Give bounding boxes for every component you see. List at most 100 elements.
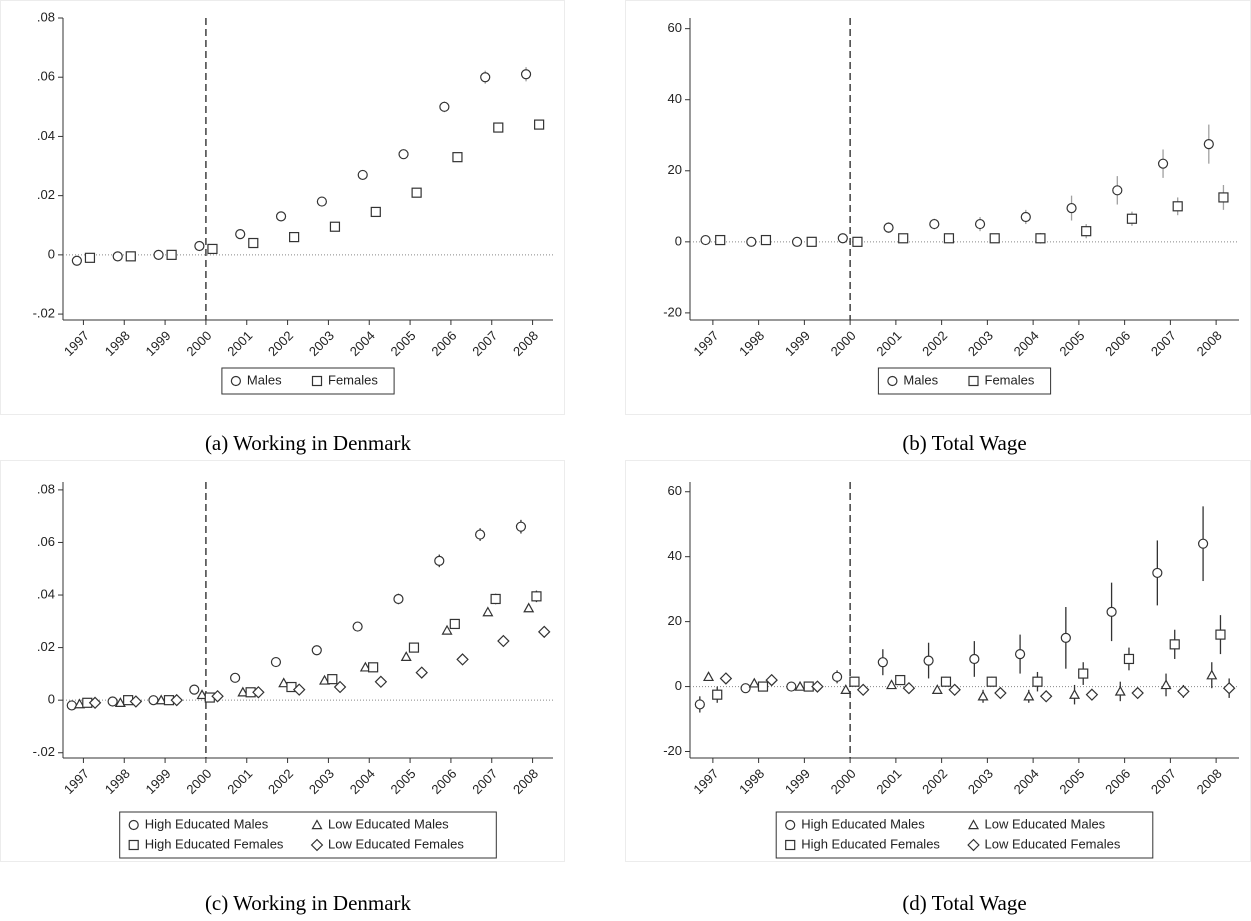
y-tick-label: 20: [668, 613, 682, 628]
marker: [319, 674, 331, 685]
marker: [482, 606, 494, 617]
y-tick-label: -.02: [33, 744, 55, 759]
x-tick-label: 1998: [736, 766, 767, 797]
marker: [969, 653, 980, 665]
legend-label: Low Educated Males: [328, 816, 449, 831]
marker: [1078, 668, 1089, 679]
marker: [1131, 686, 1144, 700]
marker: [112, 251, 123, 262]
marker: [1157, 158, 1169, 169]
marker: [986, 676, 997, 687]
legend-frame: [775, 811, 1154, 859]
marker: [248, 237, 259, 249]
marker: [194, 240, 205, 252]
marker: [211, 689, 224, 703]
panel-frame: [0, 0, 565, 415]
x-tick-label: 2001: [873, 766, 904, 797]
legend-label: Females: [328, 372, 378, 387]
marker: [1069, 688, 1081, 699]
marker: [786, 681, 797, 692]
marker: [252, 686, 265, 699]
marker: [359, 661, 371, 672]
marker: [794, 680, 806, 691]
x-tick-label: 1999: [143, 328, 174, 359]
marker: [1172, 201, 1183, 212]
x-tick-label: 2006: [428, 328, 459, 359]
y-tick-label: 0: [48, 246, 55, 261]
marker: [497, 634, 510, 648]
marker: [520, 69, 532, 80]
marker: [1081, 226, 1092, 237]
marker: [1020, 211, 1031, 223]
x-tick-label: 2007: [1148, 328, 1179, 359]
legend-label: Females: [985, 372, 1035, 387]
y-tick-label: 60: [668, 483, 682, 498]
marker: [327, 674, 338, 685]
marker: [757, 681, 769, 692]
x-tick-label: 2008: [510, 328, 541, 359]
marker: [1169, 639, 1180, 650]
marker: [837, 233, 848, 244]
marker: [1106, 606, 1117, 617]
marker: [107, 696, 118, 707]
marker: [719, 672, 733, 685]
legend-label: Males: [903, 372, 938, 387]
marker: [700, 234, 711, 246]
legend-label: Males: [247, 372, 282, 387]
marker: [974, 218, 986, 230]
marker: [989, 233, 1000, 244]
panel-frame: [625, 460, 1251, 862]
legend-label: High Educated Females: [801, 836, 940, 851]
marker: [398, 149, 409, 160]
x-tick-label: 2002: [919, 766, 950, 797]
marker: [1215, 629, 1226, 640]
marker: [275, 211, 287, 222]
x-tick-label: 1998: [102, 766, 133, 797]
x-tick-label: 1999: [782, 766, 813, 797]
marker: [480, 72, 491, 83]
marker: [400, 651, 412, 662]
marker: [515, 521, 527, 532]
legend-marker: [785, 839, 796, 851]
marker: [292, 683, 306, 696]
marker: [948, 683, 961, 697]
legend-marker: [967, 838, 980, 852]
marker: [1014, 648, 1026, 660]
x-tick-label: 2000: [183, 766, 214, 797]
legend-label: High Educated Males: [145, 816, 269, 831]
marker: [923, 655, 934, 666]
marker: [712, 689, 723, 700]
x-tick-label: 2001: [224, 328, 255, 359]
marker: [270, 656, 282, 668]
legend-marker: [128, 839, 139, 851]
x-tick-label: 2004: [347, 766, 378, 797]
legend-label: Low Educated Females: [328, 836, 464, 851]
marker: [449, 618, 460, 630]
x-tick-label: 2000: [828, 766, 859, 797]
marker: [1039, 690, 1053, 703]
x-tick-label: 2001: [873, 328, 904, 359]
x-tick-label: 1997: [690, 766, 721, 797]
chart: -20 0 20 40 60 1997 1998 1999 2000 2001 2002 2003 20…: [625, 0, 1251, 455]
x-tick-label: 1997: [690, 328, 721, 359]
marker: [1152, 567, 1163, 579]
caption: (d) Total Wage: [902, 891, 1026, 915]
marker: [441, 624, 453, 635]
y-tick-label: -.02: [33, 306, 55, 321]
y-tick-label: 40: [668, 548, 682, 563]
marker: [994, 686, 1007, 700]
x-tick-label: 1997: [61, 328, 92, 359]
marker: [831, 671, 843, 682]
marker: [746, 236, 757, 247]
marker: [856, 683, 870, 697]
legend-label: High Educated Males: [801, 816, 925, 831]
marker: [393, 593, 404, 605]
marker: [125, 251, 136, 262]
x-tick-label: 2007: [469, 328, 500, 359]
y-tick-label: .06: [37, 69, 55, 84]
x-tick-label: 2002: [919, 328, 950, 359]
legend-marker: [230, 375, 241, 387]
marker: [66, 700, 77, 711]
x-tick-label: 2005: [388, 328, 419, 359]
marker: [166, 249, 177, 260]
